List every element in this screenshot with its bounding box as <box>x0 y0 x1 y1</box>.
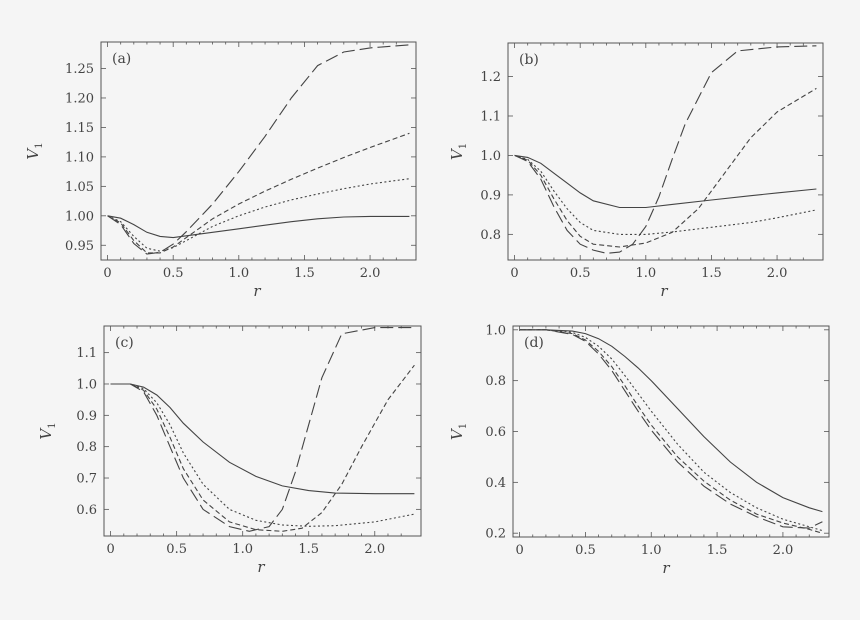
y-tick-label: 0.9 <box>480 188 501 203</box>
x-tick-label: 1.5 <box>294 266 315 281</box>
y-tick-label: 1.1 <box>480 109 501 124</box>
x-tick-label: 0 <box>103 266 111 281</box>
y-tick-label: 1.0 <box>480 149 501 164</box>
panel-c: 0 0.5 1.0 1.5 2.0 0.6 0.7 0.8 0.9 1.0 1.1 (c) r V1 <box>37 325 422 576</box>
series-dotted <box>519 329 823 532</box>
y-tick-label: 0.6 <box>76 503 97 518</box>
x-tick-label: 2.0 <box>364 542 385 557</box>
x-tick-label: 2.0 <box>360 266 381 281</box>
x-tick-label: 0 <box>515 543 523 558</box>
series-long-dashed <box>107 44 410 255</box>
x-axis-label: r <box>253 282 261 300</box>
x-axis-label: r <box>662 559 670 577</box>
y-axis-label: V1 <box>448 143 469 160</box>
series-dashed <box>519 329 823 534</box>
panel-a: 0 0.5 1.0 1.5 2.0 0.95 1.00 1.05 1.10 1.15 1.20 1.2… <box>24 41 417 300</box>
x-tick-label: 1.5 <box>298 542 319 557</box>
y-tick-label: 0.2 <box>485 527 506 542</box>
y-tick-label: 0.8 <box>485 374 506 389</box>
x-tick-label: 2.0 <box>773 543 794 558</box>
y-axis-label-sub: 1 <box>458 423 469 429</box>
series-long-dashed <box>514 45 817 254</box>
y-tick-label: 1.1 <box>76 346 97 361</box>
x-axis-label: r <box>660 282 668 300</box>
panel-label: (a) <box>112 51 131 67</box>
x-tick-label: 1.0 <box>641 543 662 558</box>
series-dashed <box>110 364 415 532</box>
y-tick-label: 0.4 <box>485 476 506 491</box>
y-tick-label: 1.05 <box>65 180 94 195</box>
plot-frame <box>100 41 417 261</box>
plot-frame <box>507 42 824 261</box>
y-tick-label: 1.25 <box>65 62 94 77</box>
series-long-dashed <box>110 327 415 532</box>
panel-b: 0 0.5 1.0 1.5 2.0 0.8 0.9 1.0 1.1 1.2 (b) r V1 <box>448 42 824 300</box>
x-tick-label: 1.0 <box>228 266 249 281</box>
series-solid <box>519 329 823 513</box>
x-tick-label: 1.0 <box>635 266 656 281</box>
series-dashed <box>107 132 410 254</box>
y-axis-label-main: V <box>448 147 466 160</box>
y-tick-label: 1.00 <box>65 209 94 224</box>
y-axis-label: V1 <box>37 422 58 439</box>
y-tick-label: 0.8 <box>480 228 501 243</box>
y-tick-label: 0.7 <box>76 472 97 487</box>
y-tick-label: 0.6 <box>485 425 506 440</box>
y-tick-label: 0.8 <box>76 440 97 455</box>
series-solid <box>107 215 410 239</box>
plot-frame <box>103 325 422 537</box>
y-axis-label-main: V <box>24 147 42 160</box>
y-axis-label: V1 <box>24 142 45 159</box>
y-tick-label: 1.15 <box>65 121 94 136</box>
x-tick-label: 0.5 <box>570 266 591 281</box>
y-tick-label: 1.2 <box>480 70 501 85</box>
y-axis-label-main: V <box>448 427 466 440</box>
x-tick-label: 0 <box>510 266 518 281</box>
x-tick-label: 2.0 <box>767 266 788 281</box>
y-tick-label: 1.0 <box>485 323 506 338</box>
x-axis-label: r <box>257 558 265 576</box>
series-dashed <box>514 87 817 248</box>
y-tick-label: 0.95 <box>65 239 94 254</box>
series-solid <box>110 383 415 495</box>
panel-label: (c) <box>115 335 134 351</box>
y-axis-label-main: V <box>37 427 55 440</box>
x-tick-label: 1.0 <box>232 542 253 557</box>
series-solid <box>514 154 817 209</box>
y-axis-label: V1 <box>448 423 469 440</box>
series-dotted <box>107 178 410 252</box>
plot-frame <box>512 325 830 538</box>
y-tick-label: 1.0 <box>76 377 97 392</box>
series-dotted <box>514 154 817 235</box>
x-tick-label: 0 <box>106 542 114 557</box>
y-axis-label-sub: 1 <box>458 143 469 149</box>
y-axis-label-sub: 1 <box>34 142 45 148</box>
y-axis-label-sub: 1 <box>47 422 58 428</box>
x-tick-label: 1.5 <box>707 543 728 558</box>
series-dotted <box>110 383 415 527</box>
y-tick-label: 1.10 <box>65 150 94 165</box>
panel-label: (b) <box>519 52 539 68</box>
y-tick-label: 1.20 <box>65 91 94 106</box>
x-tick-label: 0.5 <box>575 543 596 558</box>
series-long-dashed <box>519 329 823 529</box>
x-tick-label: 0.5 <box>163 266 184 281</box>
x-tick-label: 1.5 <box>701 266 722 281</box>
panel-label: (d) <box>524 335 544 351</box>
y-tick-label: 0.9 <box>76 409 97 424</box>
x-tick-label: 0.5 <box>166 542 187 557</box>
panel-d: 0 0.5 1.0 1.5 2.0 0.2 0.4 0.6 0.8 1.0 (d) r V1 <box>448 323 830 577</box>
